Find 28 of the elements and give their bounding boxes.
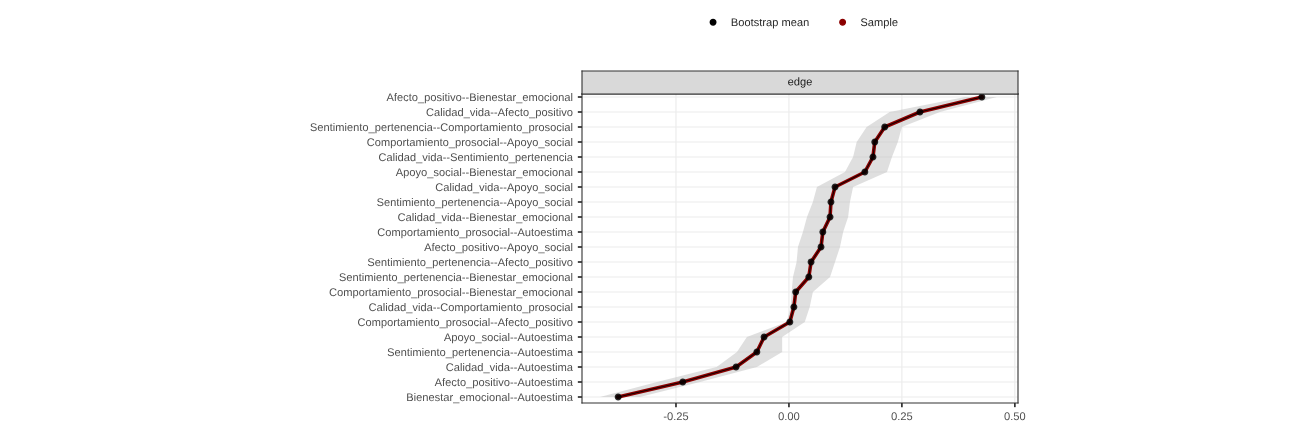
y-tick-label: Calidad_vida--Autoestima	[446, 362, 573, 374]
y-tick-label: Sentimiento_pertenencia--Bienestar_emocional	[339, 272, 573, 284]
x-tick-label: 0.50	[1004, 412, 1026, 421]
legend-label: Bootstrap mean	[731, 18, 809, 29]
y-tick-label: Afecto_positivo--Autoestima	[434, 377, 573, 389]
x-tick-label: -0.25	[663, 412, 689, 421]
x-tick-label: 0.00	[778, 412, 800, 421]
y-tick-label: Afecto_positivo--Apoyo_social	[424, 242, 573, 254]
chart-title: edge	[788, 77, 812, 88]
y-tick-label: Calidad_vida--Bienestar_emocional	[398, 212, 573, 224]
y-tick-label: Sentimiento_pertenencia--Apoyo_social	[377, 197, 573, 209]
y-tick-label: Apoyo_social--Bienestar_emocional	[395, 167, 573, 179]
y-tick-label: Calidad_vida--Sentimiento_pertenencia	[378, 152, 573, 164]
y-tick-label: Apoyo_social--Autoestima	[443, 332, 573, 344]
y-tick-label: Sentimiento_pertenencia--Autoestima	[387, 347, 573, 359]
y-tick-label: Calidad_vida--Apoyo_social	[435, 182, 573, 194]
y-tick-label: Comportamiento_prosocial--Apoyo_social	[367, 137, 573, 149]
x-tick-label: 0.25	[891, 412, 913, 421]
y-tick-label: Sentimiento_pertenencia--Afecto_positivo	[367, 257, 573, 269]
y-tick-label: Sentimiento_pertenencia--Comportamiento_prosocial	[310, 122, 573, 134]
y-tick-label: Comportamiento_prosocial--Afecto_positivo	[358, 317, 573, 329]
y-tick-label: Comportamiento_prosocial--Autoestima	[377, 227, 573, 239]
legend-label: Sample	[860, 18, 898, 29]
y-tick-label: Bienestar_emocional--Autoestima	[407, 392, 573, 404]
y-tick-label: Calidad_vida--Comportamiento_prosocial	[369, 302, 573, 314]
y-tick-label: Calidad_vida--Afecto_positivo	[426, 107, 573, 119]
y-tick-label: Comportamiento_prosocial--Bienestar_emocional	[329, 287, 573, 299]
y-tick-label: Afecto_positivo--Bienestar_emocional	[386, 92, 573, 104]
